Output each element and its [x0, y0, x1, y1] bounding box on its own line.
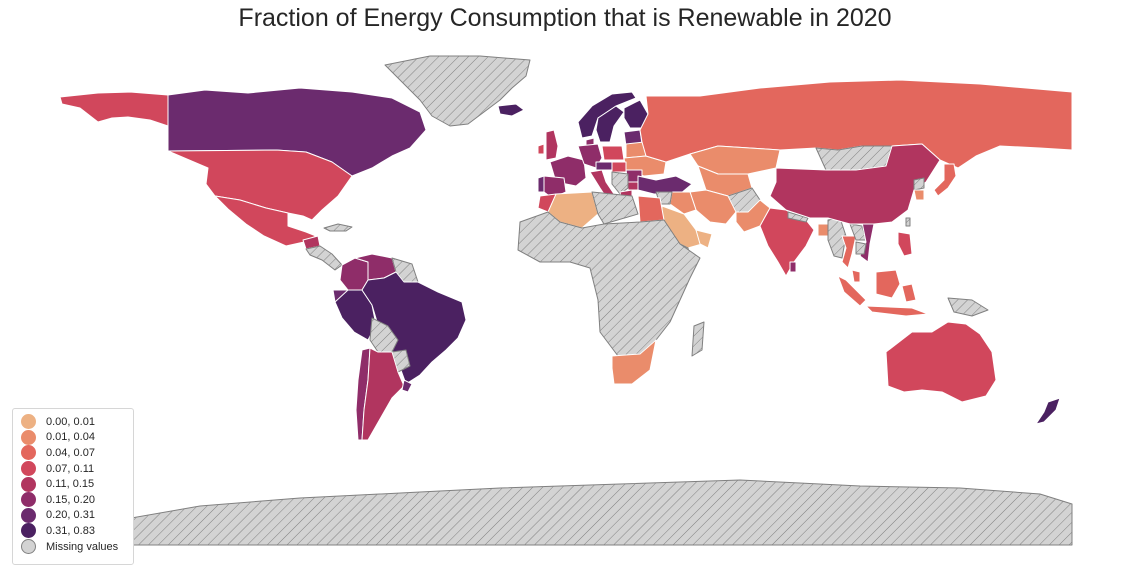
legend-label: 0.07, 0.11	[46, 462, 95, 475]
region-cambodia	[855, 241, 867, 255]
map-title: Fraction of Energy Consumption that is R…	[238, 4, 892, 32]
region-indonesia-islands	[865, 305, 929, 317]
region-thailand	[841, 235, 857, 269]
region-bangladesh	[817, 223, 829, 237]
region-nepal	[787, 211, 809, 223]
legend-swatch	[21, 414, 36, 430]
region-united-kingdom	[545, 129, 559, 161]
region-sweden	[595, 105, 625, 143]
region-japan	[933, 163, 957, 197]
legend-item: 0.07, 0.11	[21, 461, 133, 477]
region-austria	[595, 161, 613, 171]
region-philippines	[897, 231, 913, 257]
legend-label: 0.01, 0.04	[46, 431, 95, 444]
legend-label: 0.31, 0.83	[46, 524, 95, 537]
region-new-guinea	[947, 297, 989, 317]
region-colombia	[339, 257, 369, 291]
region-uruguay	[401, 379, 413, 393]
legend-swatch	[21, 523, 36, 539]
legend-label: 0.11, 0.15	[46, 478, 95, 491]
legend-label: 0.20, 0.31	[46, 509, 95, 522]
region-alaska-usa	[59, 91, 169, 127]
region-taiwan	[905, 217, 911, 227]
region-argentina	[361, 347, 405, 441]
region-hungary	[611, 161, 627, 173]
region-north-korea	[913, 177, 925, 191]
legend-item: 0.00, 0.01	[21, 414, 133, 430]
legend-swatch	[21, 461, 36, 477]
region-malaysia	[851, 269, 861, 283]
region-iceland	[497, 103, 525, 117]
region-united-states	[167, 149, 353, 221]
region-new-zealand	[1035, 397, 1061, 425]
legend-label: 0.00, 0.01	[46, 415, 95, 428]
legend-item: 0.20, 0.31	[21, 507, 133, 524]
legend-label: 0.04, 0.07	[46, 446, 95, 459]
region-central-america	[305, 245, 343, 271]
legend-item: Missing values	[21, 539, 133, 555]
region-egypt	[637, 195, 665, 223]
region-sulawesi	[901, 283, 917, 303]
region-antarctica	[119, 479, 1073, 546]
region-south-korea	[913, 189, 925, 201]
legend-swatch	[21, 429, 36, 445]
region-iran	[689, 189, 737, 225]
legend-item: 0.01, 0.04	[21, 429, 133, 446]
region-india	[759, 207, 815, 277]
legend-item: 0.15, 0.20	[21, 492, 133, 508]
region-oman	[695, 229, 713, 249]
region-portugal	[537, 175, 545, 193]
region-china	[769, 143, 941, 225]
region-norway	[577, 91, 637, 139]
region-mexico	[214, 195, 317, 247]
region-greenland	[384, 55, 531, 127]
region-sumatra	[837, 275, 867, 307]
legend-label: 0.15, 0.20	[46, 493, 95, 506]
region-madagascar	[691, 321, 705, 357]
legend-item: 0.11, 0.15	[21, 476, 133, 492]
legend-swatch	[21, 539, 36, 555]
region-ireland	[537, 143, 545, 155]
legend-swatch	[21, 476, 36, 492]
legend-swatch	[21, 445, 36, 461]
region-turkey	[637, 175, 693, 195]
map-legend: 0.00, 0.01 0.01, 0.04 0.04, 0.07 0.07, 0.11…	[12, 408, 134, 565]
legend-swatch	[21, 492, 36, 508]
legend-label: Missing values	[46, 540, 119, 553]
legend-item: 0.31, 0.83	[21, 523, 133, 539]
region-cuba	[323, 223, 353, 232]
region-sri-lanka	[789, 261, 797, 273]
region-australia	[885, 321, 997, 403]
region-poland	[601, 145, 625, 161]
legend-swatch	[21, 507, 36, 523]
legend-item: 0.04, 0.07	[21, 445, 133, 461]
region-sub-saharan-africa	[517, 211, 701, 357]
region-libya	[591, 191, 639, 225]
region-borneo	[875, 269, 901, 299]
region-south-africa	[611, 339, 657, 385]
